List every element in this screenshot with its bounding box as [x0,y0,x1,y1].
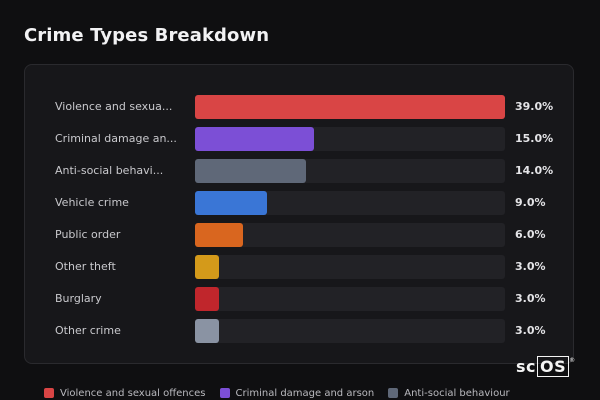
bar-value-label: 14.0% [515,164,554,177]
page-title: Crime Types Breakdown [24,25,270,46]
bar-track [195,287,505,311]
logo-mark: ® [569,357,576,364]
bar-track [195,255,505,279]
bar-row: Public order 6.0% [25,223,575,247]
legend-swatch [44,388,54,398]
legend-label: Violence and sexual offences [60,387,206,399]
bar-track [195,223,505,247]
bar-label: Other theft [55,260,116,273]
bar-label: Anti-social behavi... [55,164,164,177]
bar-row: Anti-social behavi... 14.0% [25,159,575,183]
bar-value-label: 15.0% [515,132,554,145]
bar-label: Criminal damage an... [55,132,177,145]
bar[interactable] [195,159,306,183]
legend-swatch [388,388,399,398]
bar-label: Public order [55,228,121,241]
bar-label: Violence and sexua... [55,100,173,113]
bar[interactable] [195,127,314,151]
bar-label: Vehicle crime [55,196,129,209]
legend-label: Anti-social behaviour [404,387,510,399]
legend-label: Criminal damage and arson [235,387,375,399]
bar-track [195,159,505,183]
bar-value-label: 39.0% [515,100,554,113]
bar-row: Other crime 3.0% [25,319,575,343]
bar-label: Other crime [55,324,121,337]
bar-track [195,127,505,151]
chart-card: Violence and sexua... 39.0% Criminal damag… [24,64,574,364]
bar-track [195,191,505,215]
bar-row: Criminal damage an... 15.0% [25,127,575,151]
bar-value-label: 3.0% [515,260,546,273]
legend-item[interactable]: Anti-social behaviour [388,387,510,399]
bar-row: Violence and sexua... 39.0% [25,95,575,119]
legend-item[interactable]: Violence and sexual offences [44,388,206,399]
bar-value-label: 9.0% [515,196,546,209]
bar-value-label: 6.0% [515,228,546,241]
bar[interactable] [195,319,219,343]
legend-swatch [219,388,230,398]
bar[interactable] [195,223,243,247]
scos-logo: sc OS ® [516,356,576,377]
bar[interactable] [195,255,219,279]
bar-row: Burglary 3.0% [25,287,575,311]
logo-boxed: OS [537,356,570,377]
legend: Violence and sexual offences Criminal dam… [44,386,510,400]
bar[interactable] [195,287,219,311]
bar-label: Burglary [55,292,102,305]
bar-track [195,95,505,119]
bar-row: Vehicle crime 9.0% [25,191,575,215]
logo-prefix: sc [516,357,537,376]
bar[interactable] [195,191,267,215]
bar-value-label: 3.0% [515,292,546,305]
bar-track [195,319,505,343]
bar-row: Other theft 3.0% [25,255,575,279]
bar[interactable] [195,95,505,119]
bar-value-label: 3.0% [515,324,546,337]
legend-item[interactable]: Criminal damage and arson [219,387,375,399]
